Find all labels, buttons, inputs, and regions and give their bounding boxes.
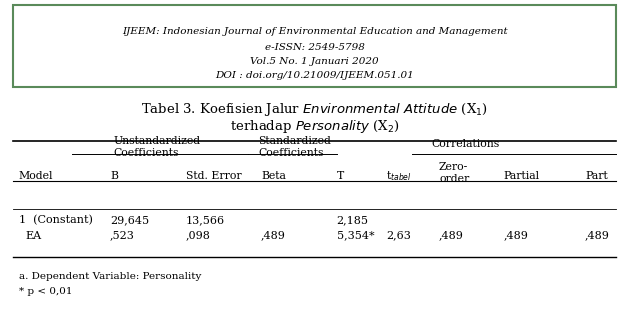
Text: 2,185: 2,185 (337, 215, 369, 225)
Text: ,489: ,489 (585, 231, 610, 241)
Text: ,489: ,489 (261, 231, 286, 241)
Text: 1  (Constant): 1 (Constant) (19, 215, 92, 225)
Text: a. Dependent Variable: Personality: a. Dependent Variable: Personality (19, 272, 201, 280)
Text: ,489: ,489 (503, 231, 528, 241)
Text: DOI : doi.org/10.21009/IJEEM.051.01: DOI : doi.org/10.21009/IJEEM.051.01 (215, 71, 414, 80)
Text: * p < 0,01: * p < 0,01 (19, 287, 72, 296)
Text: B: B (110, 171, 118, 181)
Text: Correlations: Correlations (431, 139, 499, 149)
Text: Vol.5 No. 1 Januari 2020: Vol.5 No. 1 Januari 2020 (250, 57, 379, 66)
Text: Beta: Beta (261, 171, 286, 181)
Text: 29,645: 29,645 (110, 215, 149, 225)
Text: Partial: Partial (503, 171, 539, 181)
Text: Unstandardized
Coefficients: Unstandardized Coefficients (113, 136, 201, 158)
Text: Zero-
order: Zero- order (439, 162, 469, 184)
Text: Model: Model (19, 171, 53, 181)
Text: Standardized
Coefficients: Standardized Coefficients (258, 136, 331, 158)
Text: e-ISSN: 2549-5798: e-ISSN: 2549-5798 (265, 43, 364, 52)
Text: IJEEM: Indonesian Journal of Environmental Education and Management: IJEEM: Indonesian Journal of Environment… (121, 27, 508, 36)
Text: EA: EA (25, 231, 42, 241)
Text: Std. Error: Std. Error (186, 171, 241, 181)
Text: ,489: ,489 (439, 231, 464, 241)
Text: T: T (337, 171, 344, 181)
FancyBboxPatch shape (13, 5, 616, 87)
Text: t$_{tabel}$: t$_{tabel}$ (386, 169, 412, 183)
Text: ,098: ,098 (186, 231, 211, 241)
Text: ,523: ,523 (110, 231, 135, 241)
Text: terhadap $\mathit{Personality}$ (X$_2$): terhadap $\mathit{Personality}$ (X$_2$) (230, 118, 399, 135)
Text: 5,354*: 5,354* (337, 231, 374, 241)
Text: 13,566: 13,566 (186, 215, 225, 225)
Text: Part: Part (585, 171, 608, 181)
Text: Tabel 3. Koefisien Jalur $\mathit{Environmental\ Attitude}$ (X$_1$): Tabel 3. Koefisien Jalur $\mathit{Enviro… (141, 101, 488, 118)
Text: 2,63: 2,63 (386, 231, 411, 241)
